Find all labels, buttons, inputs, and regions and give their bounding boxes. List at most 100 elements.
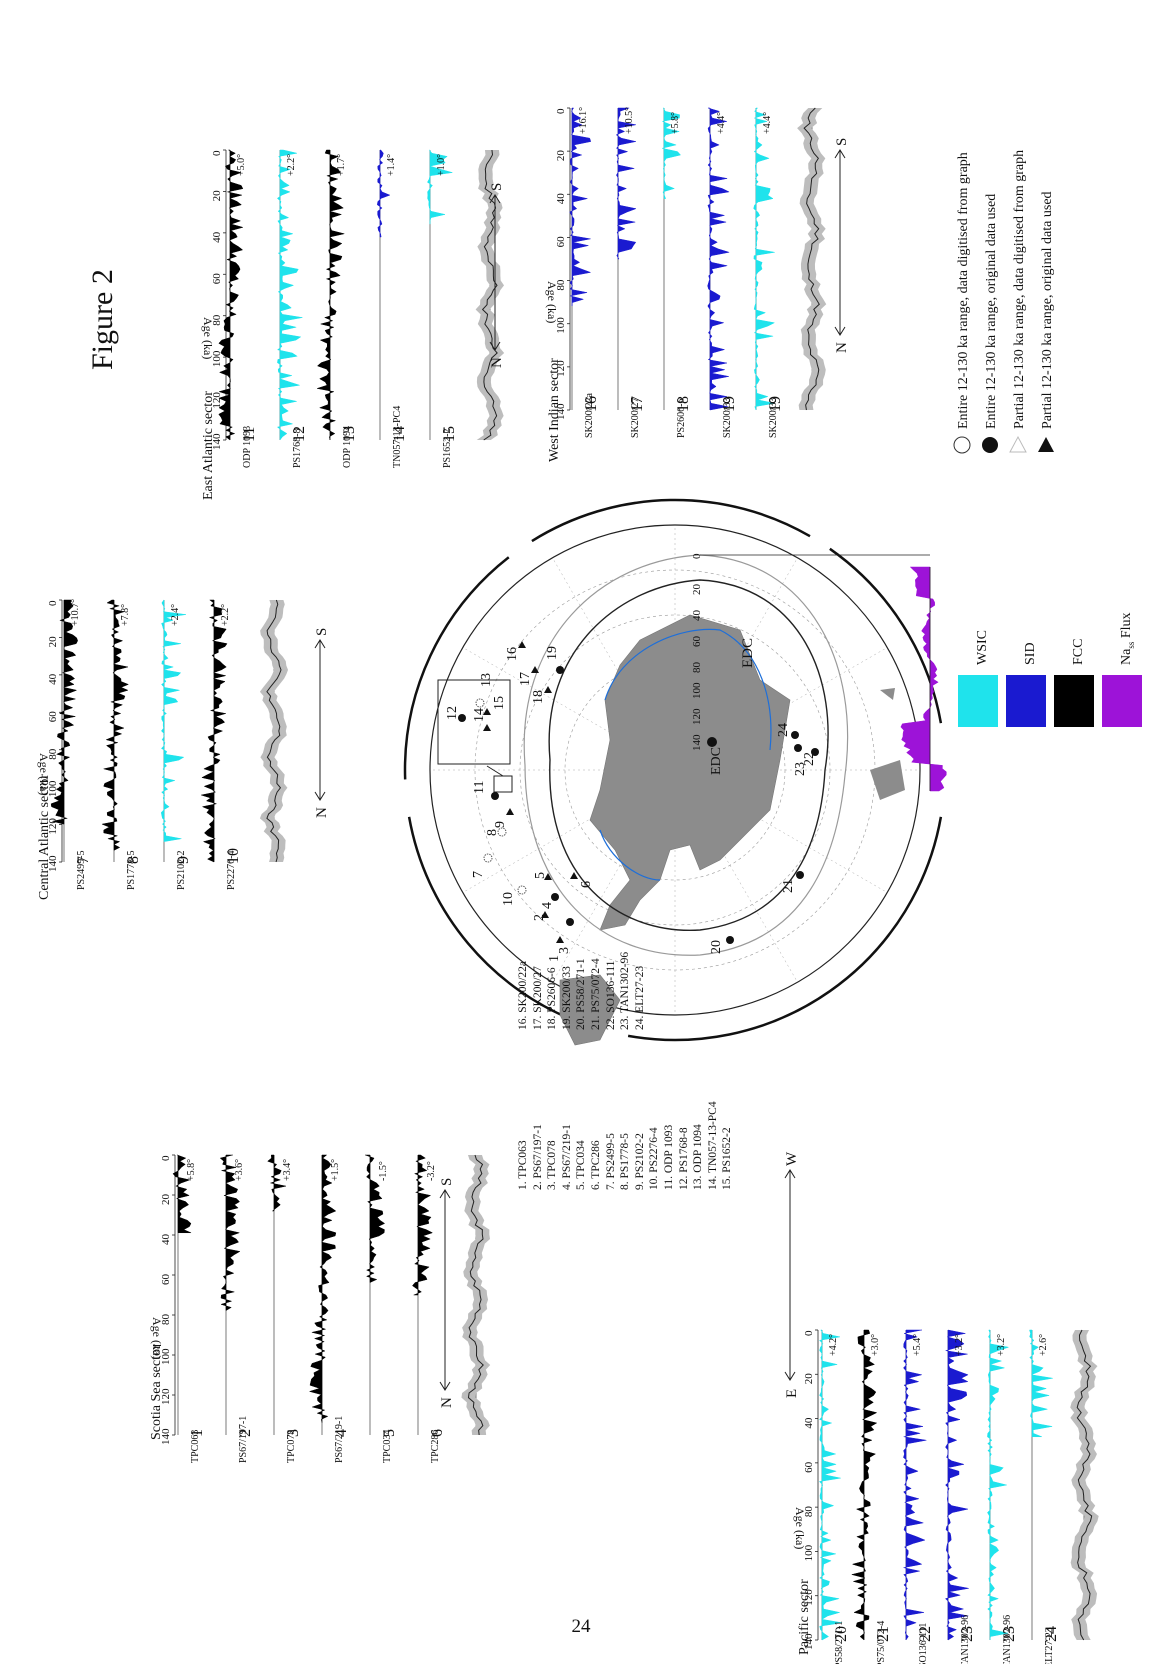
age-tick-label-group: 40	[47, 673, 59, 685]
inset-arrow	[486, 765, 504, 777]
core-number: 22	[917, 1626, 934, 1642]
sector-bracket-central-atlantic	[403, 556, 510, 780]
core-amplitude-group: +1.4°	[386, 154, 397, 176]
core-number-group: 7	[75, 856, 92, 864]
map-site-label-group: 11	[472, 781, 487, 794]
composite-uncertainty-band	[1070, 1330, 1099, 1640]
core-amplitude-group: +7.8°	[120, 604, 131, 626]
age-tick-label-group: 20	[803, 1373, 815, 1385]
color-legend-item: SID	[1006, 642, 1046, 727]
core-name: SK200/33	[768, 397, 779, 438]
age-axis-label-group: Age (ka)	[37, 753, 51, 795]
edc-tick-label: 0	[691, 553, 703, 559]
age-tick-label-group: 80	[211, 314, 223, 326]
age-tick-label: 20	[160, 1194, 172, 1206]
age-tick-label-group: 0	[555, 108, 567, 114]
core-amplitude-group: +16.1°	[578, 107, 589, 134]
age-tick-label: 80	[555, 279, 567, 291]
arrow-head-left	[834, 149, 846, 159]
direction-label-right: S	[834, 138, 850, 146]
age-tick-label-group: 60	[211, 273, 223, 285]
symbol-legend-item: Entire 12-130 ka range, data digitised f…	[953, 152, 971, 454]
core-amplitude-group: -1.5°	[378, 1161, 389, 1181]
figure-title-group: Figure 2	[86, 269, 119, 370]
core-series-area	[50, 599, 78, 825]
edc-chart: 0 20 40 60 80 100 120 140 EDC	[691, 553, 947, 792]
core-name: TAN1302-96	[1002, 1615, 1013, 1664]
composite-panel	[1070, 1329, 1099, 1641]
age-axis: 0 20 40 60 80 100 120 140 Age (ka)	[150, 1154, 176, 1445]
age-tick-label-group: 140	[47, 855, 59, 872]
sector-2: Central Atlantic sector02040608010012014…	[37, 599, 330, 900]
core-series-area	[316, 149, 345, 441]
core-name: PS2102-2	[176, 851, 187, 890]
core-amplitude-group: +3.2°	[954, 1334, 965, 1356]
core-number: 6	[429, 1429, 446, 1437]
island-landmass	[880, 688, 895, 700]
core-number-group: 12	[291, 426, 308, 442]
map-site-label-group: 12	[445, 706, 460, 720]
core-name-group: SK200/27	[630, 397, 641, 438]
core-name: PS67/197-1	[238, 1416, 249, 1463]
map-site-label-group: 9	[493, 821, 508, 828]
map-site-label: 21	[781, 879, 796, 893]
age-tick-label-group: 100	[555, 317, 567, 334]
dir-right-group: S	[439, 1178, 455, 1186]
map-site-13: 13	[475, 673, 494, 708]
core-name-group: PS1778-5	[126, 851, 137, 890]
map-site-label: 3	[557, 947, 572, 954]
map-site-label: 12	[445, 706, 460, 720]
core-amplitude: +3.0°	[870, 1334, 881, 1356]
age-tick-label: 120	[555, 360, 567, 377]
legend-filled-circle-icon	[982, 437, 998, 453]
map-site-label-group: 14	[472, 708, 487, 722]
composite-mean-line	[467, 1154, 484, 1436]
core-series-area	[308, 1154, 337, 1423]
core-amplitude: +3.4°	[282, 1159, 293, 1181]
age-tick-label: 40	[555, 193, 567, 205]
arrow-head-right	[439, 1381, 451, 1391]
core-amplitude: +2.2°	[220, 604, 231, 626]
symbol-legend-label: Partial 12-130 ka range, data digitised …	[1012, 150, 1027, 429]
age-tick-label-group: 140	[211, 433, 223, 450]
direction-label-left: N	[834, 342, 850, 353]
age-tick-label: 0	[555, 108, 567, 114]
edc-tick-label: 20	[691, 584, 703, 596]
map-site-label: 20	[709, 940, 724, 954]
dir-left-group: N	[834, 342, 850, 353]
map-site-label-group: 2	[532, 914, 547, 921]
core-series-area	[903, 1329, 927, 1641]
core-name: PS2276-4	[226, 851, 237, 890]
direction-label-right: W	[784, 1151, 800, 1166]
map-site-edc: EDC	[707, 737, 724, 775]
map-site-label-group: 24	[776, 723, 791, 737]
age-tick-label-group: 60	[160, 1274, 172, 1286]
core-number-group: 3	[285, 1429, 302, 1437]
age-tick-label-group: 140	[555, 403, 567, 420]
dir-left-group: N	[489, 357, 505, 368]
color-swatch	[958, 675, 998, 727]
composite-mean-line	[1076, 1329, 1093, 1641]
arrow-head-right	[489, 341, 501, 351]
core-amplitude: +1.4°	[386, 154, 397, 176]
core-name-group: PS2499-5	[76, 851, 87, 890]
core-series-area	[412, 1154, 434, 1296]
age-tick-label-group: 20	[47, 636, 59, 648]
direction-arrow: EW	[784, 1151, 800, 1398]
age-tick-label: 40	[211, 231, 223, 243]
direction-label-right: S	[314, 628, 330, 636]
map-site-1: 1	[547, 936, 564, 962]
age-tick-label: 0	[160, 1155, 172, 1161]
core-number: 5	[381, 1429, 398, 1437]
age-tick-label-group: 40	[803, 1417, 815, 1429]
composite-uncertainty-band	[797, 108, 827, 410]
age-tick-label-group: 0	[47, 600, 59, 606]
